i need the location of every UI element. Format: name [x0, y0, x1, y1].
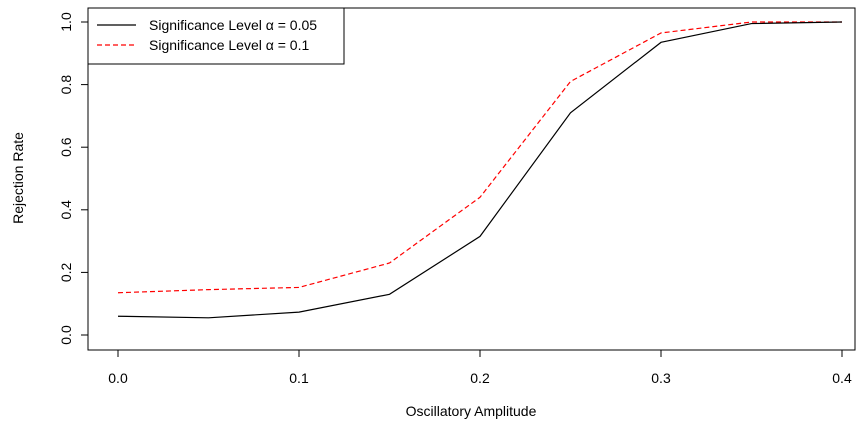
x-axis-title: Oscillatory Amplitude — [406, 403, 537, 419]
x-axis: 0.0 0.1 0.2 0.3 0.4 — [108, 349, 852, 386]
y-tick-label: 0.2 — [58, 262, 74, 282]
y-tick-label: 0.8 — [58, 75, 74, 95]
y-tick-label: 0.0 — [58, 325, 74, 345]
x-tick-label: 0.1 — [289, 370, 309, 386]
y-axis-title: Rejection Rate — [10, 132, 26, 224]
x-tick-label: 0.2 — [470, 370, 490, 386]
y-tick-label: 0.6 — [58, 137, 74, 157]
y-axis: 0.0 0.2 0.4 0.6 0.8 1.0 — [58, 12, 89, 345]
series-line-alpha-0-1 — [117, 21, 842, 294]
x-tick-label: 0.0 — [108, 370, 128, 386]
series-layer — [117, 21, 843, 319]
y-tick-label: 1.0 — [58, 12, 74, 32]
legend: Significance Level α = 0.05 Significance … — [87, 7, 345, 65]
legend-box — [87, 7, 345, 65]
x-tick-label: 0.4 — [832, 370, 852, 386]
y-tick-label: 0.4 — [58, 200, 74, 220]
legend-label: Significance Level α = 0.05 — [149, 17, 317, 33]
series-line-alpha-0-05 — [117, 21, 843, 319]
legend-label: Significance Level α = 0.1 — [149, 37, 309, 53]
x-tick-label: 0.3 — [651, 370, 671, 386]
